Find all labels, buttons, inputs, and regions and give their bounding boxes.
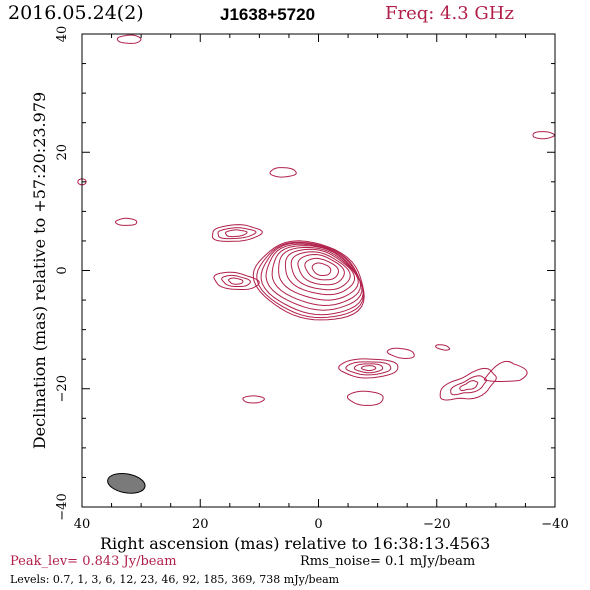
- y-tick-label: 0: [55, 266, 70, 274]
- contour-line: [386, 347, 415, 360]
- contour-blob-7: [269, 167, 297, 178]
- contour-line: [252, 240, 365, 321]
- contour-line: [269, 167, 297, 178]
- contour-line: [256, 241, 365, 319]
- contour-blob-6: [114, 217, 138, 226]
- contour-blob-9: [242, 395, 265, 404]
- contour-line: [360, 365, 377, 371]
- contour-line: [532, 131, 555, 140]
- contour-line: [459, 380, 479, 391]
- contour-line: [116, 34, 142, 44]
- contour-blob-1: [211, 224, 263, 242]
- beam-layer: [107, 472, 146, 494]
- contour-blob-12: [435, 344, 451, 351]
- x-tick-label: −20: [423, 517, 450, 532]
- frequency-label: Freq: 4.3 GHz: [385, 3, 514, 24]
- contour-blob-2: [213, 271, 260, 290]
- contour-blob-5: [116, 34, 142, 44]
- contour-line: [260, 242, 364, 316]
- x-tick-label: 40: [74, 517, 91, 532]
- x-tick-label: 20: [192, 517, 209, 532]
- contour-layer: [77, 34, 555, 406]
- contour-line: [77, 178, 87, 186]
- contour-blob-10: [347, 390, 384, 406]
- contour-line: [290, 251, 351, 291]
- contour-blob-4: [439, 360, 528, 401]
- contour-line: [213, 271, 260, 290]
- y-tick-label: 40: [55, 26, 70, 43]
- contour-line: [304, 257, 340, 281]
- contour-line: [265, 243, 363, 311]
- contour-blob-8: [532, 131, 555, 140]
- contour-line: [221, 274, 251, 287]
- contour-line: [114, 217, 138, 226]
- contour-line: [225, 229, 248, 238]
- contour-levels: Levels: 0.7, 1, 3, 6, 12, 23, 46, 92, 18…: [10, 573, 340, 586]
- y-tick-label: 20: [55, 144, 70, 161]
- contour-blob-11: [386, 347, 415, 360]
- beam-ellipse: [107, 472, 146, 494]
- y-tick-label: −20: [55, 375, 70, 402]
- contour-line: [278, 246, 359, 301]
- source-name: J1638+5720: [220, 5, 316, 24]
- contour-line: [435, 344, 451, 351]
- contour-line: [217, 227, 257, 240]
- y-tick-label: −40: [55, 493, 70, 520]
- contour-line: [297, 253, 345, 286]
- contour-line: [483, 360, 528, 383]
- x-axis-label: Right ascension (mas) relative to 16:38:…: [100, 534, 491, 553]
- contour-line: [284, 248, 356, 296]
- contour-blob-13: [77, 178, 87, 186]
- plot-frame: 40 20 0 −20 −40 40 20 0 −20 −40 Declination (mas) …: [30, 26, 569, 532]
- contour-line: [228, 277, 244, 285]
- contour-core: [252, 240, 365, 321]
- plot-border: [81, 33, 556, 508]
- contour-line: [338, 358, 399, 379]
- contour-line: [347, 390, 384, 406]
- rms-noise: Rms_noise= 0.1 mJy/beam: [300, 554, 476, 569]
- y-axis-label: Declination (mas) relative to +57:20:23.…: [30, 92, 49, 449]
- observation-date: 2016.05.24(2): [8, 2, 144, 24]
- contour-blob-3: [338, 358, 399, 379]
- peak-level: Peak_lev= 0.843 Jy/beam: [10, 554, 177, 569]
- contour-line: [242, 395, 265, 404]
- contour-line: [211, 224, 263, 242]
- contour-line: [345, 361, 392, 376]
- contour-line: [353, 363, 384, 374]
- x-tick-label: −40: [541, 517, 568, 532]
- x-tick-label: 0: [314, 517, 322, 532]
- contour-line: [450, 375, 488, 396]
- contour-line: [439, 367, 497, 401]
- contour-line: [271, 245, 362, 307]
- contour-line: [311, 262, 332, 276]
